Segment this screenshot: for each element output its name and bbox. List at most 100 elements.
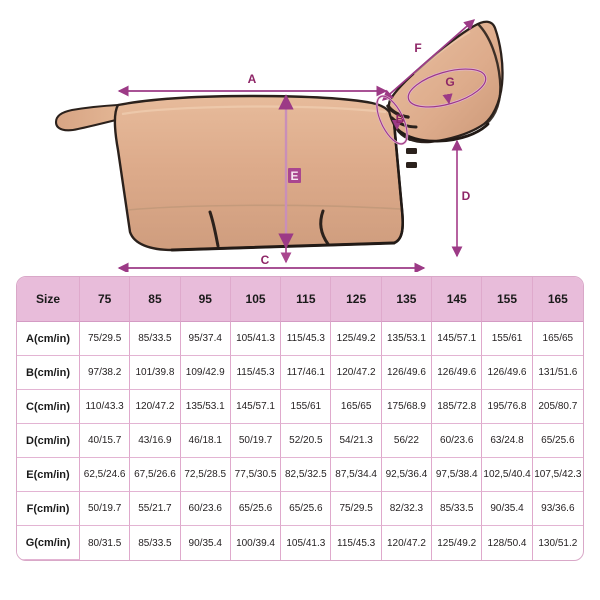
cell-g-115: 105/41.3 — [281, 526, 332, 560]
cell-e-105: 77,5/30.5 — [230, 458, 282, 492]
cell-e-145: 97,5/38.4 — [432, 458, 483, 492]
cell-a-115: 115/45.3 — [281, 322, 332, 356]
cell-b-155: 126/49.6 — [482, 356, 533, 390]
dimension-arrow-F: F — [381, 19, 476, 101]
cell-d-165: 65/25.6 — [532, 424, 583, 458]
cell-e-115: 82,5/32.5 — [281, 458, 332, 492]
dimension-label-D: D — [462, 189, 471, 203]
cell-b-115: 117/46.1 — [281, 356, 332, 390]
cell-c-105: 145/57.1 — [230, 390, 282, 424]
cell-e-75: 62,5/24.6 — [80, 458, 131, 492]
dimension-label-F: F — [414, 41, 421, 55]
dimension-arrow-D: D — [451, 139, 471, 258]
cell-b-85: 101/39.8 — [130, 356, 181, 390]
cell-a-105: 105/41.3 — [230, 322, 282, 356]
cell-g-135: 120/47.2 — [382, 526, 433, 560]
table-row: B(cm/in) 97/38.2 101/39.8 109/42.9 115/4… — [17, 356, 583, 390]
cell-d-105: 50/19.7 — [230, 424, 282, 458]
cell-a-125: 125/49.2 — [331, 322, 382, 356]
cell-f-115: 65/25.6 — [281, 492, 332, 526]
cell-c-75: 110/43.3 — [80, 390, 131, 424]
cell-c-155: 195/76.8 — [482, 390, 533, 424]
cell-e-165: 107,5/42.3 — [532, 458, 583, 492]
row-label-g: G(cm/in) — [17, 526, 80, 560]
dimension-label-E: E — [290, 169, 298, 183]
leg-strap-left — [208, 210, 220, 248]
header-cell-size-145: 145 — [432, 277, 483, 322]
cell-d-85: 43/16.9 — [130, 424, 181, 458]
cell-f-155: 90/35.4 — [482, 492, 533, 526]
cell-b-105: 115/45.3 — [230, 356, 282, 390]
cell-g-165: 130/51.2 — [538, 537, 578, 549]
cell-c-125: 165/65 — [331, 390, 382, 424]
cell-a-95: 95/37.4 — [180, 322, 231, 356]
header-cell-size-75: 75 — [80, 277, 131, 322]
cell-b-165: 131/51.6 — [532, 356, 583, 390]
cell-d-125: 54/21.3 — [331, 424, 382, 458]
cell-e-155: 102,5/40.4 — [482, 458, 533, 492]
cell-a-75: 75/29.5 — [80, 322, 131, 356]
cell-a-145: 145/57.1 — [432, 322, 483, 356]
cell-g-125: 115/45.3 — [331, 526, 382, 560]
cell-b-145: 126/49.6 — [432, 356, 483, 390]
cell-a-155: 155/61 — [482, 322, 533, 356]
neck-strap-lower — [390, 116, 418, 129]
blanket-main-body — [113, 94, 404, 252]
table-row: F(cm/in) 50/19.7 55/21.7 60/23.6 65/25.6… — [17, 492, 583, 526]
cell-a-85: 85/33.5 — [130, 322, 181, 356]
row-label-c: C(cm/in) — [17, 390, 80, 424]
row-label-d: D(cm/in) — [17, 424, 80, 458]
neck-strap — [386, 104, 410, 119]
cell-g-105: 100/39.4 — [231, 526, 282, 560]
cell-g-155: 128/50.4 — [482, 526, 533, 560]
table-row: D(cm/in) 40/15.7 43/16.9 46/18.1 50/19.7… — [17, 424, 583, 458]
cell-d-145: 60/23.6 — [432, 424, 483, 458]
blanket-top-ridge — [121, 105, 387, 116]
header-cell-size-155: 155 — [482, 277, 533, 322]
blanket-tail-flap — [54, 103, 126, 132]
cell-c-165: 205/80.7 — [532, 390, 583, 424]
cell-d-115: 52/20.5 — [281, 424, 332, 458]
header-cell-size-115: 115 — [281, 277, 332, 322]
header-cell-size-85: 85 — [130, 277, 181, 322]
cell-e-85: 67,5/26.6 — [130, 458, 181, 492]
dimension-arrow-E: E — [278, 94, 301, 249]
cell-g-95: 90/35.4 — [181, 526, 231, 560]
cell-f-125: 75/29.5 — [331, 492, 382, 526]
cell-c-135: 175/68.9 — [381, 390, 433, 424]
size-chart-body: A(cm/in) 75/29.5 85/33.5 95/37.4 105/41.… — [17, 322, 583, 560]
cell-f-135: 82/32.3 — [381, 492, 433, 526]
cell-d-135: 56/22 — [381, 424, 433, 458]
cell-b-95: 109/42.9 — [180, 356, 231, 390]
header-cell-size: Size — [17, 277, 80, 322]
cell-b-75: 97/38.2 — [80, 356, 131, 390]
neck-mane-seam — [477, 23, 502, 125]
cell-e-135: 92,5/36.4 — [381, 458, 433, 492]
product-illustration: A C E D F G — [0, 0, 600, 272]
header-cell-size-165: 165 — [532, 277, 583, 322]
cell-f-145: 85/33.5 — [432, 492, 483, 526]
cell-e-95: 72,5/28.5 — [180, 458, 231, 492]
blanket-body-shape — [54, 94, 405, 252]
row-label-e: E(cm/in) — [17, 458, 80, 492]
dimension-arrow-G: G — [406, 67, 488, 109]
leg-strap-right — [319, 209, 330, 246]
dimension-label-A: A — [248, 72, 257, 86]
blanket-front-trim — [392, 120, 405, 245]
header-cell-size-135: 135 — [381, 277, 433, 322]
cell-d-155: 63/24.8 — [482, 424, 533, 458]
size-chart-head: Size 75 85 95 105 115 125 135 145 155 16… — [17, 277, 583, 322]
cell-d-75: 40/15.7 — [80, 424, 131, 458]
cell-e-125: 87,5/34.4 — [331, 458, 382, 492]
table-row: C(cm/in) 110/43.3 120/47.2 135/53.1 145/… — [17, 390, 583, 424]
cell-c-115: 155/61 — [281, 390, 332, 424]
cell-f-105: 65/25.6 — [230, 492, 282, 526]
dimension-label-B: B — [396, 112, 405, 126]
header-cell-size-95: 95 — [180, 277, 231, 322]
header-cell-size-125: 125 — [331, 277, 382, 322]
table-row: E(cm/in) 62,5/24.6 67,5/26.6 72,5/28.5 7… — [17, 458, 583, 492]
cell-b-125: 120/47.2 — [331, 356, 382, 390]
cell-b-135: 126/49.6 — [381, 356, 433, 390]
cell-a-135: 135/53.1 — [381, 322, 433, 356]
dimension-arrow-A: A — [117, 72, 388, 97]
